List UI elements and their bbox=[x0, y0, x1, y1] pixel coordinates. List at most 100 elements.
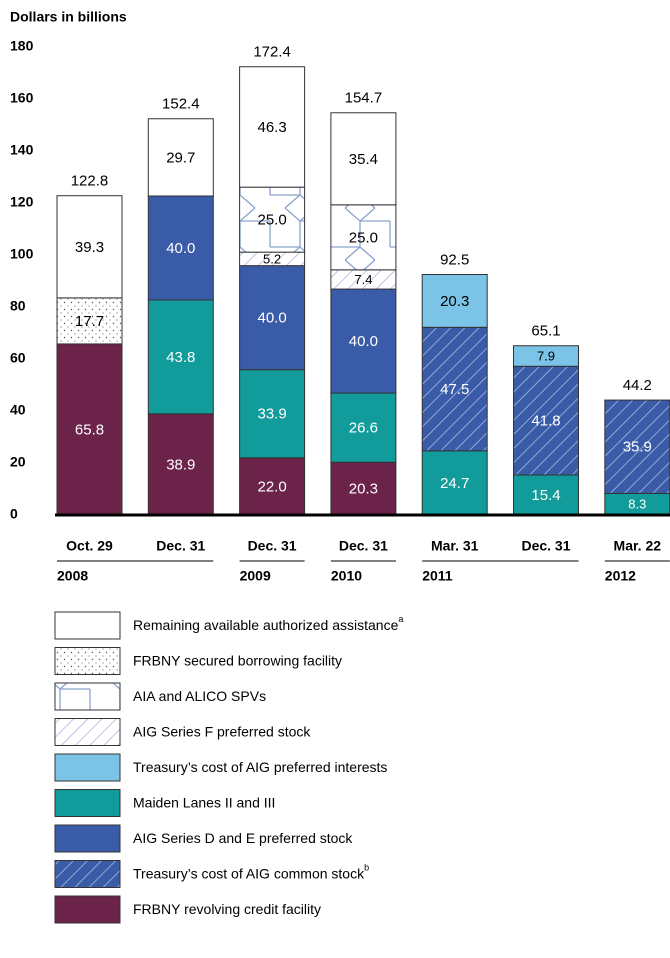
legend-name: Remaining available authorized assistanc… bbox=[133, 617, 399, 633]
y-tick-label: 160 bbox=[10, 90, 34, 106]
y-tick-label: 180 bbox=[10, 38, 34, 54]
legend-swatch bbox=[54, 753, 121, 782]
bar-segment bbox=[239, 457, 306, 516]
legend-label: Remaining available authorized assistanc… bbox=[133, 614, 403, 632]
y-tick-label: 120 bbox=[10, 194, 34, 210]
total-label: 92.5 bbox=[440, 251, 469, 268]
data-label: 38.9 bbox=[166, 456, 195, 473]
data-label: 29.7 bbox=[166, 149, 195, 166]
data-label: 33.9 bbox=[257, 406, 286, 423]
data-label: 40.0 bbox=[166, 240, 195, 257]
legend-name: Maiden Lanes II and III bbox=[133, 794, 275, 810]
bar-segment bbox=[513, 474, 579, 516]
legend-label: AIG Series D and E preferred stock bbox=[133, 830, 353, 846]
x-tick-label: Dec. 31 bbox=[156, 538, 205, 554]
x-tick-label: Mar. 31 bbox=[431, 538, 479, 554]
year-label: 2012 bbox=[605, 568, 636, 584]
total-label: 152.4 bbox=[162, 96, 200, 113]
bar-segment bbox=[147, 413, 214, 516]
data-label: 46.3 bbox=[257, 119, 286, 136]
data-label: 17.7 bbox=[75, 313, 104, 330]
y-tick-label: 140 bbox=[10, 142, 34, 158]
year-label: 2011 bbox=[422, 568, 453, 584]
data-label: 39.3 bbox=[75, 239, 104, 256]
bar-segment bbox=[56, 343, 123, 516]
bar-segment bbox=[239, 369, 306, 459]
x-tick-label: Mar. 22 bbox=[614, 538, 662, 554]
x-tick-label: Oct. 29 bbox=[66, 538, 113, 554]
data-label: 41.8 bbox=[531, 413, 560, 430]
legend-swatch bbox=[54, 682, 121, 711]
legend-name: FRBNY revolving credit facility bbox=[133, 901, 321, 917]
data-label: 7.9 bbox=[537, 348, 555, 363]
legend-label: AIA and ALICO SPVs bbox=[133, 688, 266, 704]
bar-segment bbox=[147, 118, 214, 197]
bar-segment bbox=[239, 265, 306, 371]
legend-name: AIA and ALICO SPVs bbox=[133, 688, 266, 704]
bar-segment bbox=[604, 399, 670, 494]
data-label: 47.5 bbox=[440, 381, 469, 398]
legend-footnote: b bbox=[364, 863, 369, 873]
legend-footnote: a bbox=[398, 614, 403, 624]
x-tick-label: Dec. 31 bbox=[248, 538, 297, 554]
y-tick-label: 20 bbox=[10, 454, 26, 470]
data-label: 43.8 bbox=[166, 349, 195, 366]
legend-label: FRBNY secured borrowing facility bbox=[133, 652, 342, 668]
bar-segment bbox=[330, 112, 397, 206]
data-label: 15.4 bbox=[531, 487, 560, 504]
year-label: 2010 bbox=[331, 568, 362, 584]
y-tick-label: 80 bbox=[10, 298, 26, 314]
data-label: 25.0 bbox=[257, 212, 286, 229]
bar-segment bbox=[330, 288, 397, 394]
legend-name: AIG Series D and E preferred stock bbox=[133, 830, 353, 846]
data-label: 35.4 bbox=[349, 151, 378, 168]
data-label: 20.3 bbox=[349, 481, 378, 498]
legend-label: Treasury’s cost of AIG preferred interes… bbox=[133, 759, 387, 775]
data-label: 24.7 bbox=[440, 475, 469, 492]
bar-segment bbox=[239, 66, 306, 188]
y-tick-label: 60 bbox=[10, 350, 26, 366]
bar-segment bbox=[330, 461, 397, 516]
total-label: 154.7 bbox=[345, 90, 383, 107]
bar-segment bbox=[147, 299, 214, 415]
total-label: 44.2 bbox=[623, 377, 652, 394]
legend-label: FRBNY revolving credit facility bbox=[133, 901, 321, 917]
legend-name: AIG Series F preferred stock bbox=[133, 723, 311, 739]
data-label: 40.0 bbox=[257, 310, 286, 327]
bar-segment bbox=[239, 186, 306, 253]
legend-name: Treasury’s cost of AIG preferred interes… bbox=[133, 759, 387, 775]
data-label: 5.2 bbox=[263, 251, 281, 266]
legend-swatch bbox=[54, 611, 121, 640]
data-label: 26.6 bbox=[349, 420, 378, 437]
y-axis-label: Dollars in billions bbox=[10, 9, 127, 25]
data-label: 25.0 bbox=[349, 229, 378, 246]
legend-label: AIG Series F preferred stock bbox=[133, 723, 311, 739]
data-label: 20.3 bbox=[440, 293, 469, 310]
y-tick-label: 40 bbox=[10, 402, 26, 418]
bar-segment bbox=[513, 365, 579, 476]
total-label: 65.1 bbox=[531, 323, 560, 340]
total-label: 172.4 bbox=[253, 44, 291, 61]
bar-segment bbox=[56, 297, 123, 345]
bar-segment bbox=[421, 326, 488, 452]
y-tick-label: 0 bbox=[10, 506, 18, 522]
data-label: 7.4 bbox=[354, 272, 372, 287]
data-label: 8.3 bbox=[628, 497, 646, 512]
legend-swatch bbox=[54, 647, 121, 675]
legend-name: FRBNY secured borrowing facility bbox=[133, 652, 342, 668]
data-label: 22.0 bbox=[257, 478, 286, 495]
legend-swatch bbox=[54, 789, 121, 817]
legend-label: Treasury’s cost of AIG common stockb bbox=[133, 863, 369, 881]
y-tick-label: 100 bbox=[10, 246, 34, 262]
year-label: 2009 bbox=[240, 568, 271, 584]
bar-segment bbox=[147, 195, 214, 301]
data-label: 65.8 bbox=[75, 421, 104, 438]
legend-swatch bbox=[54, 860, 121, 888]
year-label: 2008 bbox=[57, 568, 88, 584]
legend-name: Treasury’s cost of AIG common stock bbox=[133, 865, 365, 881]
bar-segment bbox=[330, 204, 397, 271]
bar-segment bbox=[513, 345, 579, 367]
x-tick-label: Dec. 31 bbox=[339, 538, 388, 554]
total-label: 122.8 bbox=[71, 173, 109, 190]
